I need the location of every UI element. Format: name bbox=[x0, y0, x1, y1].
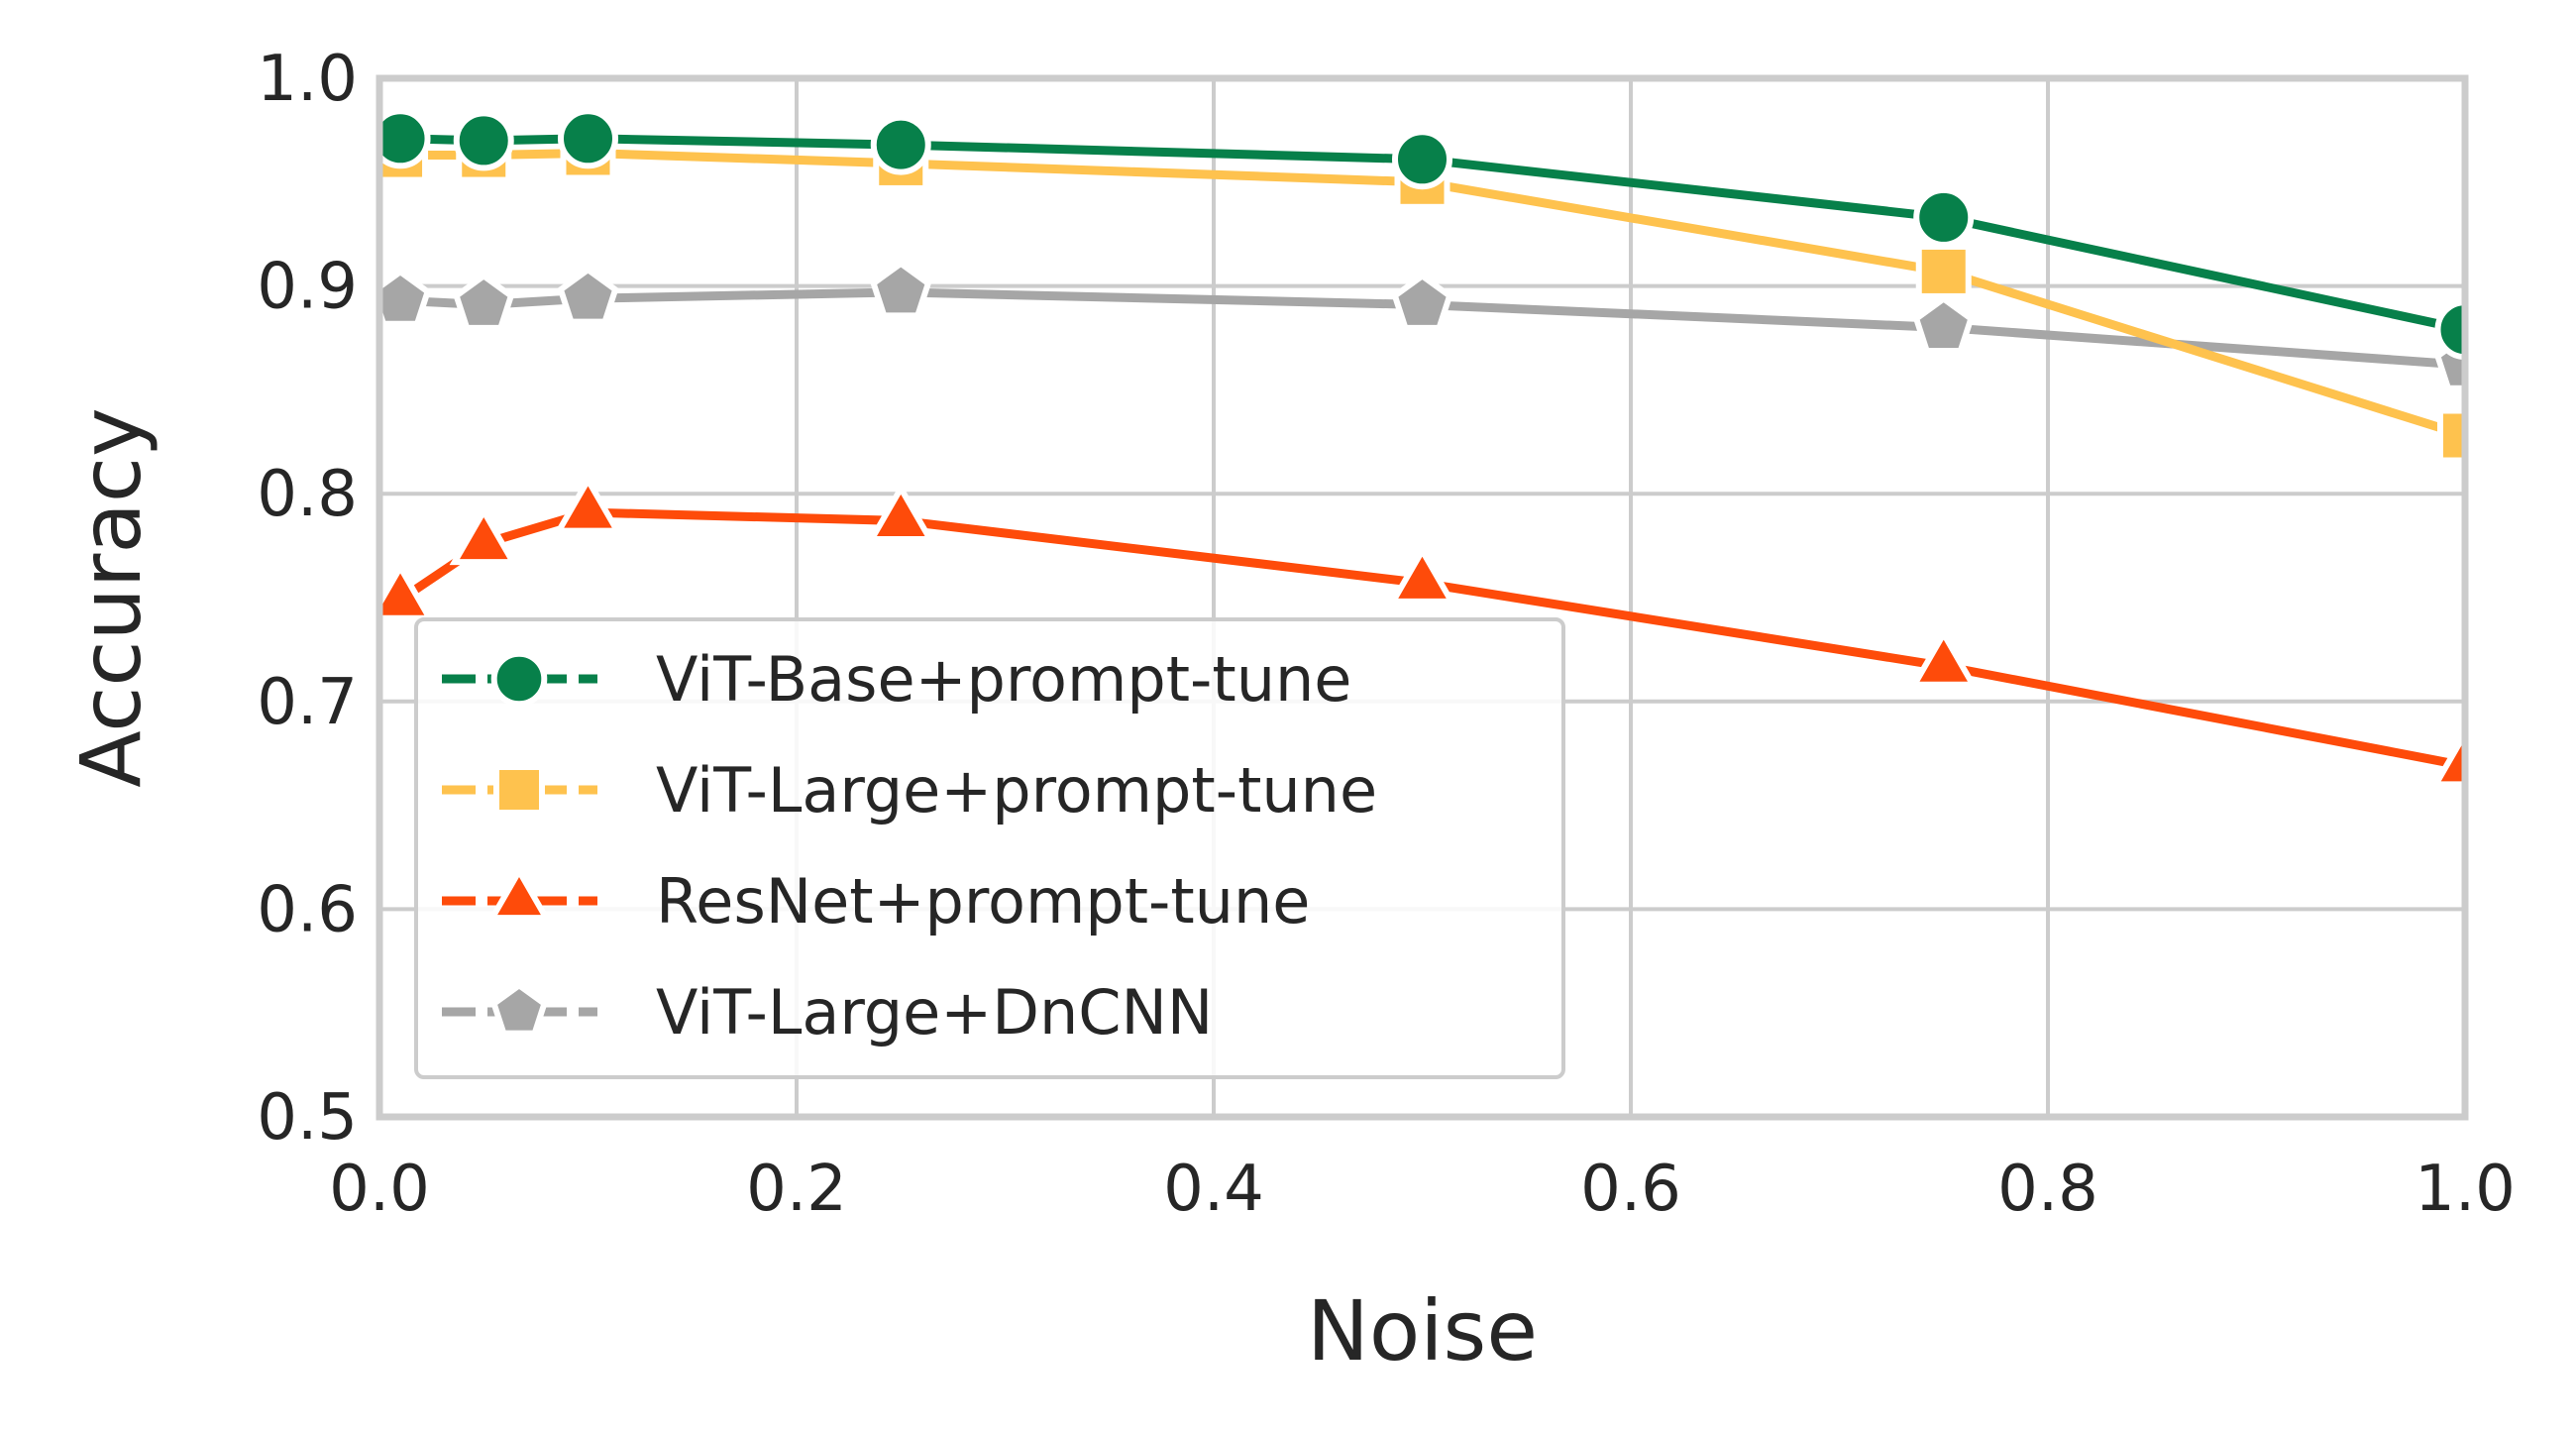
x-tick-label: 0.4 bbox=[1163, 1153, 1264, 1226]
x-tick-label: 0.2 bbox=[746, 1153, 847, 1226]
legend-label: ViT-Base+prompt-tune bbox=[656, 643, 1351, 716]
data-point bbox=[453, 272, 515, 331]
data-point bbox=[2434, 299, 2465, 361]
data-point bbox=[2430, 727, 2465, 788]
legend-swatch-marker bbox=[490, 981, 548, 1037]
data-point bbox=[379, 268, 432, 327]
data-point bbox=[1387, 544, 1457, 605]
legend-swatch-marker bbox=[486, 865, 552, 922]
series-ViT-Base+prompt-tune bbox=[379, 108, 2465, 361]
y-tick-label: 0.5 bbox=[257, 1081, 358, 1155]
tick-labels: 0.0 0.2 0.4 0.6 0.8 1.0 0.5 0.6 0.7 0.8 0.9 1.0 bbox=[257, 43, 2516, 1226]
series-ResNet+prompt-tune bbox=[379, 474, 2465, 788]
legend: ViT-Base+prompt-tune ViT-Large+prompt-tun… bbox=[414, 617, 1565, 1079]
x-tick-label: 0.0 bbox=[329, 1153, 430, 1226]
legend-label: ResNet+prompt-tune bbox=[656, 865, 1310, 938]
y-tick-label: 0.9 bbox=[257, 251, 358, 324]
legend-item: ResNet+prompt-tune bbox=[442, 865, 1310, 938]
x-tick-label: 1.0 bbox=[2415, 1153, 2516, 1226]
y-axis-title: Accuracy bbox=[62, 407, 160, 788]
x-tick-label: 0.6 bbox=[1580, 1153, 1681, 1226]
legend-item: ViT-Large+prompt-tune bbox=[442, 754, 1377, 827]
legend-label: ViT-Large+DnCNN bbox=[656, 976, 1213, 1049]
data-point bbox=[558, 108, 618, 169]
data-point bbox=[453, 110, 514, 171]
legend-box bbox=[414, 617, 1565, 1079]
y-tick-label: 0.7 bbox=[257, 666, 358, 739]
legend-item: ViT-Large+DnCNN bbox=[442, 976, 1213, 1049]
data-point bbox=[1913, 186, 1975, 248]
data-point bbox=[1909, 627, 1979, 688]
legend-swatch-marker bbox=[493, 764, 545, 816]
legend-label: ViT-Large+prompt-tune bbox=[656, 754, 1377, 827]
legend-item: ViT-Base+prompt-tune bbox=[442, 643, 1351, 716]
data-point bbox=[553, 474, 623, 534]
series-group bbox=[379, 108, 2465, 788]
data-point bbox=[1392, 129, 1452, 190]
data-point bbox=[1912, 294, 1975, 354]
data-point bbox=[379, 108, 431, 169]
data-point bbox=[557, 266, 619, 325]
y-tick-label: 0.8 bbox=[257, 458, 358, 531]
x-tick-label: 0.8 bbox=[1997, 1153, 2098, 1226]
y-tick-label: 1.0 bbox=[257, 43, 358, 116]
data-point bbox=[1915, 243, 1972, 299]
y-tick-label: 0.6 bbox=[257, 873, 358, 946]
data-point bbox=[870, 260, 932, 319]
x-axis-title: Noise bbox=[1307, 1282, 1538, 1380]
plot-frame bbox=[376, 74, 2469, 1121]
series-ViT-Large+DnCNN bbox=[379, 260, 2465, 391]
data-point bbox=[379, 561, 435, 621]
data-point bbox=[2437, 407, 2465, 464]
data-point bbox=[449, 504, 518, 566]
data-point bbox=[866, 482, 935, 543]
legend-swatch-marker bbox=[490, 650, 548, 708]
data-point bbox=[870, 114, 931, 175]
data-point bbox=[1391, 272, 1453, 331]
